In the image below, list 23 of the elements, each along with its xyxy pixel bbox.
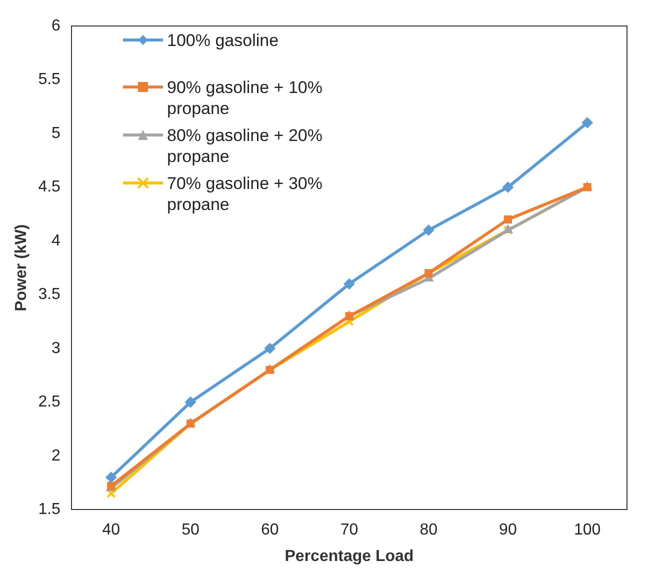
y-tick-label: 2 — [52, 447, 61, 464]
x-tick-label: 100 — [574, 522, 601, 539]
legend-label: 70% gasoline + 30% propane — [167, 173, 324, 215]
y-axis-title: Power (kW) — [13, 224, 30, 312]
y-tick-label: 5.5 — [38, 71, 61, 88]
x-axis-title: Percentage Load — [284, 548, 414, 565]
legend-label: 100% gasoline — [167, 30, 279, 51]
legend-label: 90% gasoline + 10% propane — [167, 77, 324, 119]
x-tick-label: 60 — [260, 522, 279, 539]
y-tick-label: 4.5 — [38, 178, 61, 196]
y-tick-label: 3.5 — [38, 286, 61, 304]
legend-label: 80% gasoline + 20% propane — [167, 125, 324, 167]
y-tick-label: 6 — [52, 17, 61, 34]
x-tick-label: 50 — [182, 522, 200, 539]
y-tick-label: 3 — [52, 340, 61, 357]
y-tick-label: 1.5 — [38, 501, 61, 518]
x-tick-label: 90 — [499, 522, 517, 539]
y-tick-label: 5 — [52, 124, 61, 142]
y-tick-label: 2.5 — [38, 394, 61, 411]
x-tick-label: 40 — [102, 522, 120, 539]
x-tick-label: 70 — [340, 522, 358, 539]
x-tick-label: 80 — [420, 522, 438, 539]
y-tick-label: 4 — [52, 232, 61, 250]
